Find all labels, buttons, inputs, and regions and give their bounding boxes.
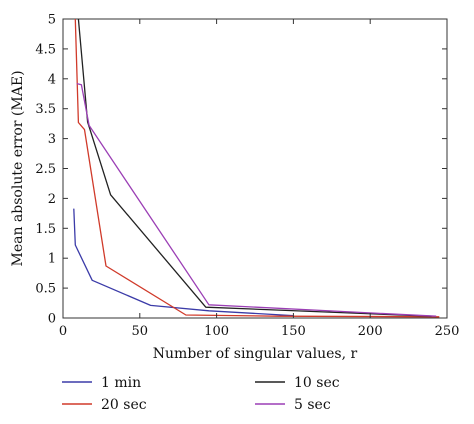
y-tick-label: 5 [48, 13, 56, 28]
legend-label: 1 min [101, 375, 141, 391]
y-tick-label: 4.5 [35, 42, 56, 57]
axes: 0 50 100 150 200 250 0 0.5 1 1.5 2 2.5 3 3.5 4 4.5 5 [35, 13, 459, 340]
x-tick-label: 250 [435, 324, 460, 339]
x-tick-label: 150 [281, 324, 306, 339]
x-tick-label: 50 [132, 324, 149, 339]
series-line-1-min [73, 208, 294, 317]
x-tick-label: 200 [358, 324, 383, 339]
y-tick-label: 3 [48, 132, 56, 147]
y-tick-label: 2.5 [35, 162, 56, 177]
x-tick-label: 100 [204, 324, 229, 339]
series-lines [73, 19, 440, 318]
series-line-10-sec [77, 19, 432, 317]
legend-label: 5 sec [294, 397, 331, 413]
y-tick-label: 0.5 [35, 282, 56, 297]
y-tick-label: 1.5 [35, 222, 56, 237]
legend: 1 min 20 sec 10 sec 5 sec [62, 375, 340, 413]
plot-frame [62, 18, 448, 319]
y-tick-label: 3.5 [35, 102, 56, 117]
y-tick-label: 4 [48, 72, 56, 87]
series-line-5-sec [76, 82, 437, 317]
y-tick-label: 2 [48, 192, 56, 207]
plot-area [62, 18, 448, 319]
legend-label: 10 sec [294, 375, 340, 391]
series-line-20-sec [74, 19, 440, 318]
x-tick-label: 0 [59, 324, 67, 339]
legend-label: 20 sec [101, 397, 147, 413]
x-axis-title: Number of singular values, r [153, 346, 358, 362]
y-tick-label: 0 [48, 312, 56, 327]
y-tick-label: 1 [48, 252, 56, 267]
y-axis-title: Mean absolute error (MAE) [10, 70, 26, 266]
